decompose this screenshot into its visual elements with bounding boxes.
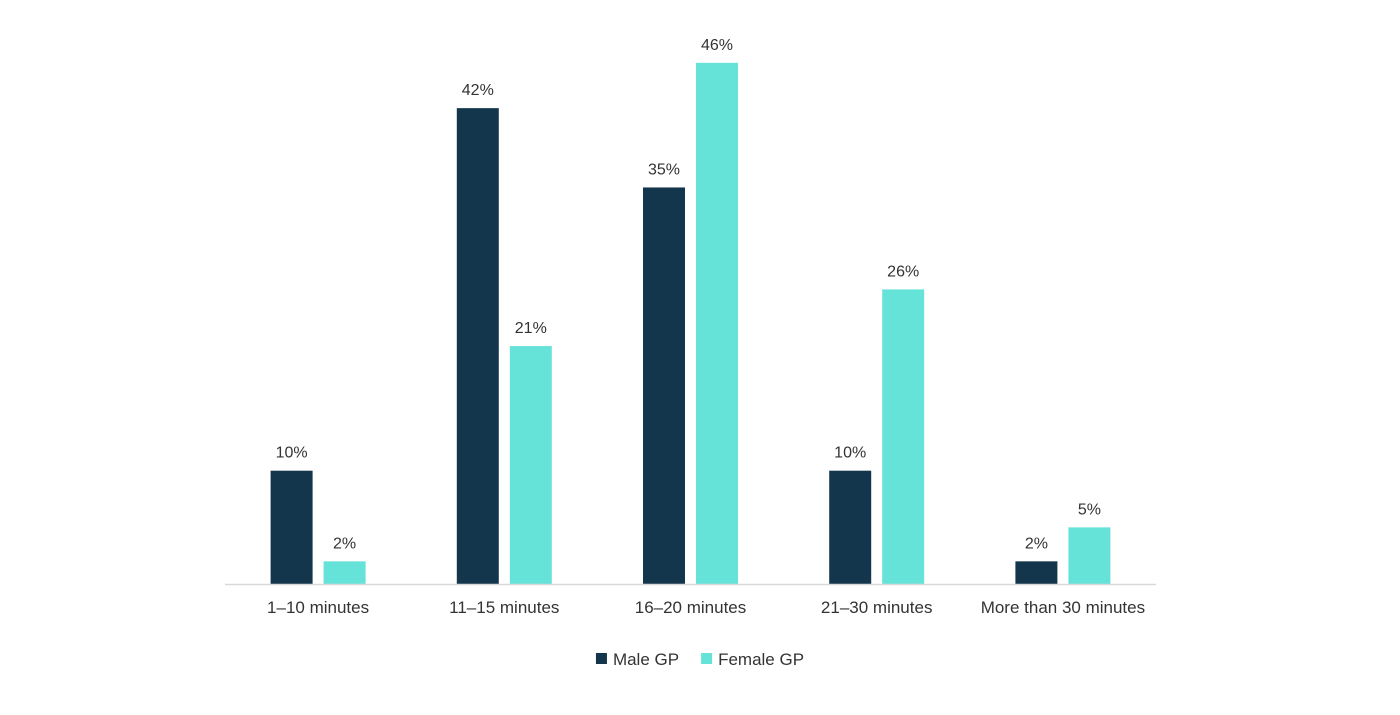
bar-female-gp-11-15-minutes [509,346,552,584]
x-tick-labels: 1–10 minutes 11–15 minutes 16–20 minutes 21… [267,598,1145,617]
legend-item-male-gp: Male GP [595,650,679,669]
data-label-female-gp-more-than-30-minutes: 5% [1078,501,1101,518]
bar-female-gp-21-30-minutes [882,289,925,584]
data-label-male-gp-11-15-minutes: 42% [462,82,494,99]
bar-male-gp-11-15-minutes [456,108,499,584]
data-label-male-gp-16-20-minutes: 35% [648,161,680,178]
bars-layer [270,62,1111,584]
data-label-female-gp-21-30-minutes: 26% [887,263,919,280]
legend-swatch-female-gp [701,653,713,664]
bar-male-gp-1-10-minutes [270,470,313,584]
legend-label-male-gp: Male GP [613,650,679,669]
bar-male-gp-more-than-30-minutes [1015,561,1058,584]
data-label-male-gp-21-30-minutes: 10% [834,445,866,462]
legend-label-female-gp: Female GP [718,650,804,669]
legend-item-female-gp: Female GP [701,650,804,669]
data-label-female-gp-11-15-minutes: 21% [515,320,547,337]
data-label-male-gp-1-10-minutes: 10% [276,445,308,462]
x-tick-label-more-than-30-minutes: More than 30 minutes [981,598,1145,617]
legend: Male GP Female GP [595,650,804,669]
x-tick-label-21-30-minutes: 21–30 minutes [821,598,933,617]
bar-female-gp-1-10-minutes [323,561,366,584]
legend-swatch-male-gp [595,653,607,664]
data-label-female-gp-16-20-minutes: 46% [701,37,733,54]
data-label-female-gp-1-10-minutes: 2% [333,535,356,552]
data-label-male-gp-more-than-30-minutes: 2% [1025,535,1048,552]
x-tick-label-16-20-minutes: 16–20 minutes [635,598,747,617]
x-tick-label-11-15-minutes: 11–15 minutes [449,598,559,617]
bar-female-gp-more-than-30-minutes [1068,527,1111,584]
data-labels-layer: 10% 2% 42% 21% 35% 46% 10% 26% 2% 5% [276,37,1101,553]
bar-female-gp-16-20-minutes [696,62,738,584]
bar-male-gp-21-30-minutes [829,470,872,584]
x-tick-label-1-10-minutes: 1–10 minutes [267,598,369,617]
bar-male-gp-16-20-minutes [643,187,685,584]
